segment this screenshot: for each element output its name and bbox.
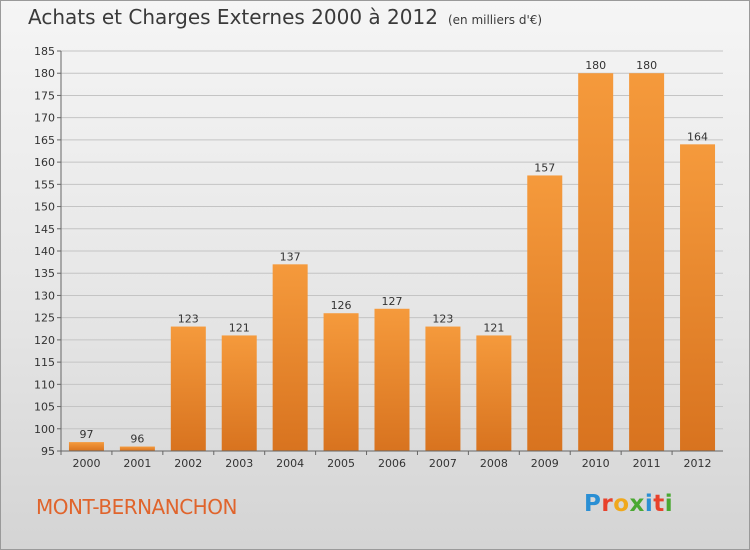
y-tick-label: 120: [34, 334, 55, 347]
x-tick-label: 2005: [327, 457, 355, 470]
bar-2001: [119, 446, 155, 451]
y-tick-label: 95: [41, 445, 55, 458]
bar-2008: [476, 335, 512, 451]
y-tick-label: 145: [34, 223, 55, 236]
y-tick-label: 110: [34, 378, 55, 391]
x-tick-label: 2001: [123, 457, 151, 470]
value-label: 96: [130, 433, 144, 446]
logo-letter: x: [629, 491, 645, 517]
x-tick-label: 2010: [582, 457, 610, 470]
value-label: 123: [432, 313, 453, 326]
logo-letter: i: [664, 491, 674, 517]
x-tick-label: 2004: [276, 457, 304, 470]
logo-letter: t: [653, 491, 665, 517]
commune-name: MONT-BERNANCHON: [36, 495, 237, 519]
y-tick-label: 150: [34, 201, 55, 214]
y-tick-label: 100: [34, 423, 55, 436]
value-label: 127: [382, 295, 403, 308]
logo-letter: P: [584, 491, 602, 517]
x-tick-label: 2007: [429, 457, 457, 470]
bar-2003: [221, 335, 257, 451]
logo-letter: o: [613, 491, 630, 517]
x-tick-label: 2011: [633, 457, 661, 470]
axes: 95 100 105 110 115 120 125 130 135 140 145 150 155 16…: [34, 45, 723, 470]
bar-2005: [323, 313, 359, 451]
proxiti-logo: Proxiti: [584, 491, 673, 517]
y-tick-label: 180: [34, 67, 55, 80]
value-label: 121: [229, 321, 250, 334]
bar-2000: [68, 442, 104, 451]
value-label: 157: [534, 161, 555, 174]
y-tick-label: 170: [34, 112, 55, 125]
y-tick-label: 185: [34, 45, 55, 58]
y-tick-label: 135: [34, 267, 55, 280]
chart-title: Achats et Charges Externes 2000 à 2012 (e…: [28, 5, 542, 29]
bar-2006: [374, 308, 410, 451]
y-tick-label: 165: [34, 134, 55, 147]
x-tick-label: 2009: [531, 457, 559, 470]
x-tick-label: 2006: [378, 457, 406, 470]
bars: 97 96 123 121 137 126 127 123 121 157 180 180 164: [68, 59, 716, 452]
chart-unit: (en milliers d'€): [447, 13, 543, 27]
value-label: 137: [280, 250, 301, 263]
bar-2012: [680, 144, 716, 452]
y-tick-label: 115: [34, 356, 55, 369]
value-label: 123: [178, 313, 199, 326]
y-tick-label: 155: [34, 178, 55, 191]
value-label: 97: [79, 428, 93, 441]
chart-title-text: Achats et Charges Externes 2000 à 2012: [28, 5, 438, 29]
bar-2002: [170, 326, 206, 451]
y-tick-label: 140: [34, 245, 55, 258]
bar-2004: [272, 264, 308, 451]
value-label: 164: [687, 130, 708, 143]
value-label: 180: [636, 59, 657, 72]
bar-2010: [578, 73, 614, 451]
y-tick-label: 125: [34, 312, 55, 325]
logo-letter: r: [601, 491, 614, 517]
x-tick-label: 2008: [480, 457, 508, 470]
x-tick-label: 2003: [225, 457, 253, 470]
y-tick-label: 130: [34, 289, 55, 302]
logo-letter: i: [644, 491, 654, 517]
y-tick-label: 160: [34, 156, 55, 169]
bar-2011: [629, 73, 665, 451]
bar-2007: [425, 326, 461, 451]
value-label: 126: [331, 299, 352, 312]
y-tick-label: 105: [34, 401, 55, 414]
bar-2009: [527, 175, 563, 451]
x-tick-label: 2002: [174, 457, 202, 470]
x-tick-label: 2012: [684, 457, 712, 470]
value-label: 121: [483, 321, 504, 334]
y-tick-label: 175: [34, 89, 55, 102]
value-label: 180: [585, 59, 606, 72]
x-tick-label: 2000: [72, 457, 100, 470]
